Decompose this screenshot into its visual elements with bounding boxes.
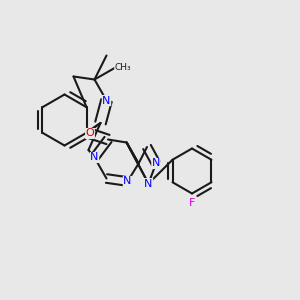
Text: N: N <box>102 95 111 106</box>
Text: F: F <box>189 197 195 208</box>
Text: N: N <box>123 176 132 187</box>
Text: CH₃: CH₃ <box>115 63 131 72</box>
Text: N: N <box>144 178 153 189</box>
Text: N: N <box>90 152 99 163</box>
Text: N: N <box>152 158 160 169</box>
Text: O: O <box>85 128 94 139</box>
